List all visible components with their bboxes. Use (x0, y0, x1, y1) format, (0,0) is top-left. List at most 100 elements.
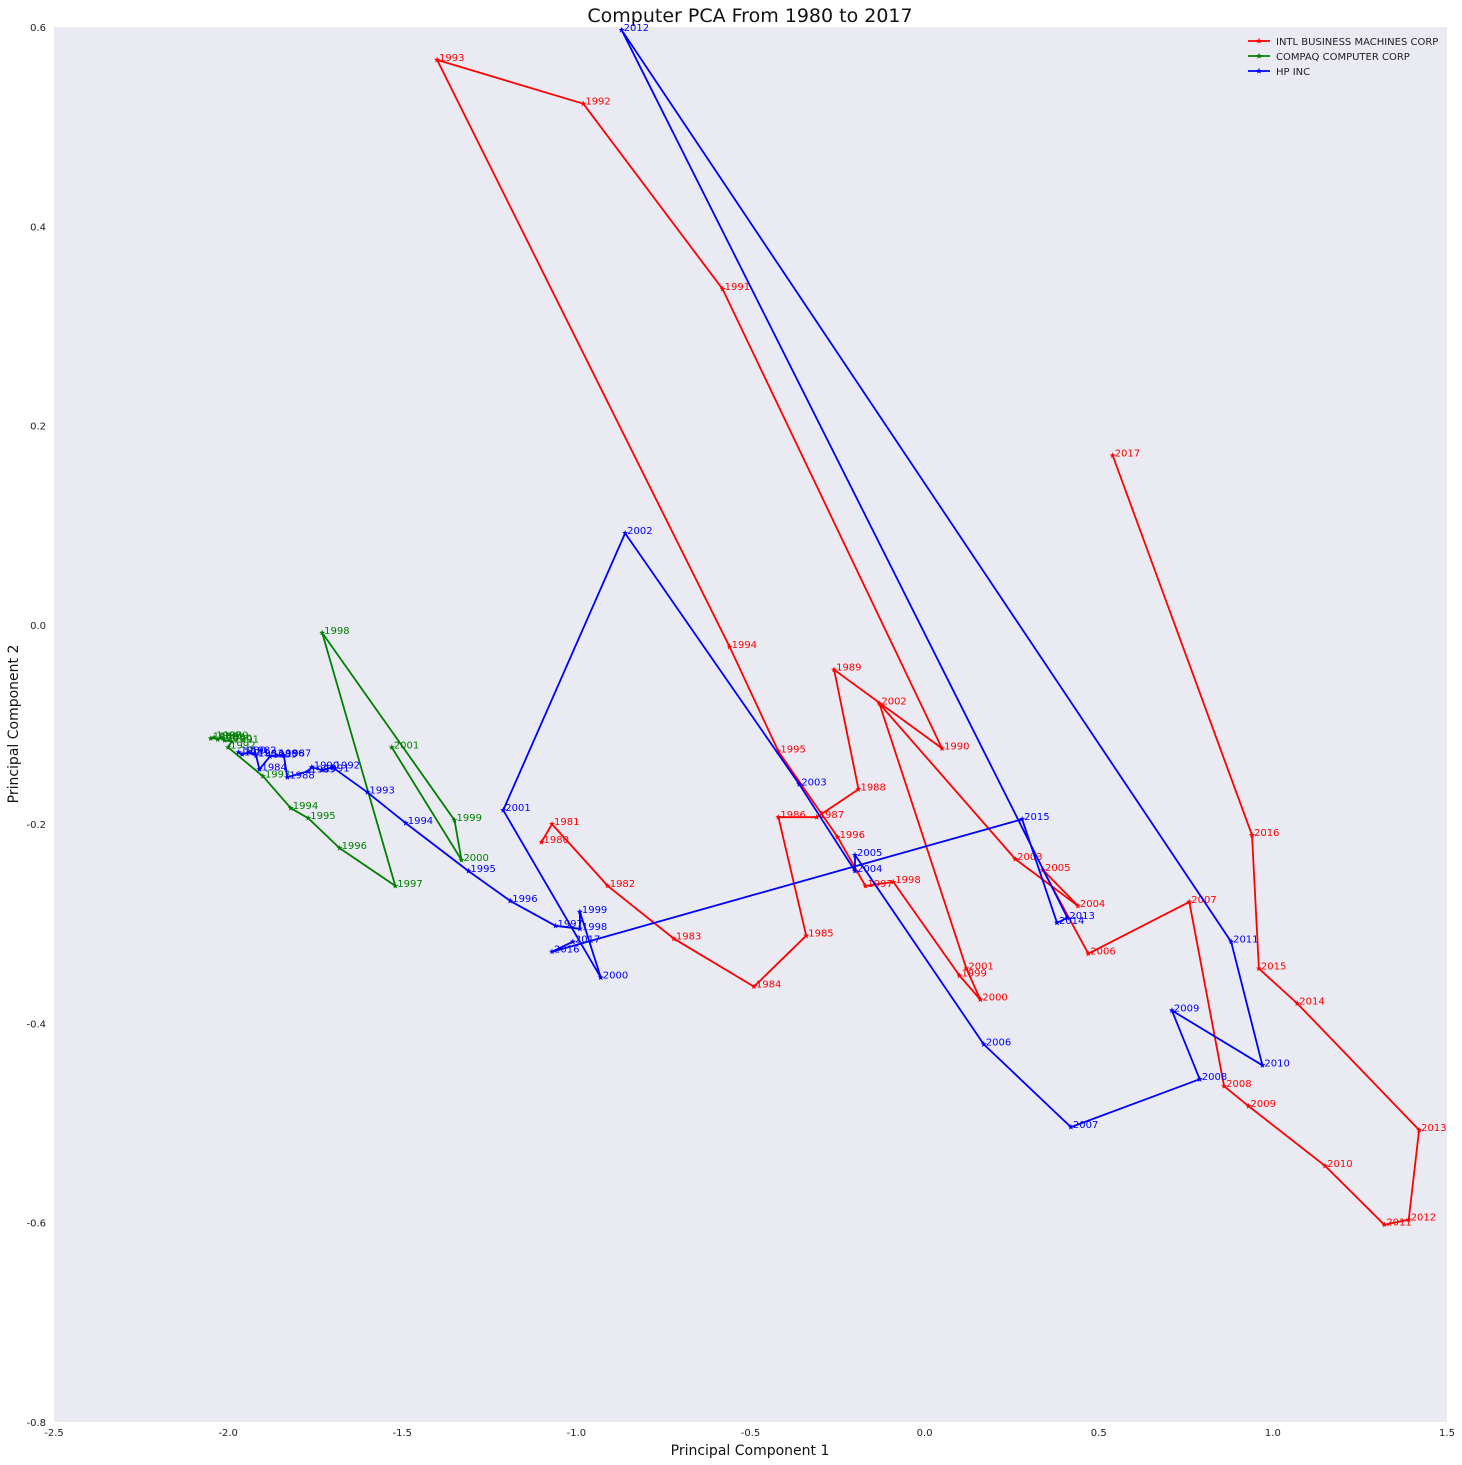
data-point-label: 1999 (961, 969, 986, 980)
data-point-label: 2014 (1299, 997, 1324, 1008)
y-tick-label: 0.4 (30, 222, 46, 233)
data-point-label: 1993 (369, 785, 394, 796)
data-point-label: 1996 (840, 830, 865, 841)
data-point-marker (364, 789, 371, 795)
x-tick-label: -1.5 (392, 1428, 412, 1439)
data-point-marker (284, 774, 291, 780)
data-point-marker (938, 745, 946, 751)
data-point-marker (239, 751, 246, 757)
legend-swatch-marker (1255, 52, 1263, 59)
data-point-marker (963, 965, 970, 972)
data-point-marker (548, 948, 556, 955)
data-point-label: 1990 (314, 760, 339, 771)
data-point-marker (225, 744, 232, 751)
data-point-label: 1990 (227, 733, 252, 744)
x-tick-label: 1.0 (1265, 1428, 1281, 1439)
data-point-marker (1168, 1007, 1175, 1014)
data-point-marker (336, 844, 343, 851)
data-point-label: 1991 (725, 282, 750, 293)
data-point-label: 1983 (676, 932, 701, 943)
data-point-label: 1994 (408, 816, 433, 827)
y-tick-label: -0.2 (26, 820, 46, 831)
data-point-marker (855, 786, 862, 792)
data-point-label: 2000 (982, 993, 1007, 1004)
data-point-label: 2016 (1254, 828, 1279, 839)
legend-entry: COMPAQ COMPUTER CORP (1276, 52, 1410, 63)
data-point-marker (256, 766, 263, 772)
x-tick-label: -2.0 (218, 1428, 238, 1439)
data-point-marker (308, 764, 315, 770)
data-point-label: 2006 (1090, 947, 1115, 958)
data-point-label: 1994 (293, 801, 318, 812)
data-point-marker (465, 867, 472, 874)
data-point-marker (604, 882, 611, 889)
data-point-label: 1993 (439, 53, 464, 64)
data-point-marker (876, 700, 883, 707)
data-point-label: 1996 (342, 841, 367, 852)
data-point-marker (214, 736, 221, 743)
data-point-marker (834, 833, 841, 840)
data-point-label: 2011 (1233, 935, 1258, 946)
data-point-label: 2007 (1073, 1120, 1098, 1131)
data-point-label: 2000 (463, 853, 488, 864)
data-point-label: 1992 (335, 760, 360, 771)
data-point-marker (235, 749, 242, 755)
data-point-label: 2003 (1017, 852, 1042, 863)
x-tick-label: -1.0 (567, 1428, 587, 1439)
data-point-label: 1988 (220, 732, 245, 743)
data-point-marker (1067, 1123, 1074, 1130)
legend-swatch-marker (1255, 67, 1263, 74)
data-point-marker (831, 666, 838, 673)
data-point-label: 2011 (1386, 1218, 1411, 1229)
x-axis-ticks: -2.5 -2.0 -1.5 -1.0 -0.5 0.0 0.5 1.0 1.5 (44, 1428, 1455, 1439)
data-point-label: 2013 (1069, 911, 1094, 922)
legend-box (1238, 30, 1444, 82)
data-point-marker (726, 643, 733, 650)
y-tick-label: 0.2 (30, 422, 46, 433)
data-point-label: 1984 (261, 762, 286, 773)
x-tick-label: -2.5 (44, 1428, 64, 1439)
data-point-marker (1064, 914, 1071, 921)
data-point-marker (980, 1041, 987, 1047)
legend: INTL BUSINESS MACHINES CORP COMPAQ COMPUT… (1238, 30, 1444, 82)
data-point-label: 1986 (279, 748, 304, 759)
data-point-label: 1994 (732, 640, 757, 651)
x-tick-label: 0.5 (1091, 1428, 1107, 1439)
data-point-marker (1405, 1216, 1412, 1223)
data-point-marker (803, 932, 810, 939)
data-point-marker (1019, 815, 1026, 822)
series-group: 1986198719881989199019911992199319941995… (207, 626, 489, 890)
series-group: 1980198119821983198419851986198719881989… (235, 23, 1290, 1131)
data-point-marker (813, 813, 820, 820)
data-point-label: 2012 (1411, 1213, 1436, 1224)
data-point-marker (319, 767, 326, 773)
data-point-marker (597, 974, 604, 981)
data-point-marker (851, 851, 859, 858)
x-tick-label: -0.5 (741, 1428, 761, 1439)
data-point-marker (750, 983, 758, 990)
data-point-label: 1987 (286, 748, 311, 759)
data-point-marker (280, 752, 287, 758)
data-point-label: 1996 (512, 894, 537, 905)
data-point-marker (266, 753, 273, 759)
data-point-marker (1109, 452, 1116, 459)
data-point-marker (977, 996, 984, 1003)
data-point-label: 2012 (624, 23, 649, 34)
data-point-label: 2004 (1080, 899, 1105, 910)
y-axis-ticks: 0.6 0.4 0.2 0.0 -0.2 -0.4 -0.6 -0.8 (26, 23, 46, 1429)
legend-swatch-marker (1255, 37, 1263, 44)
data-point-label: 1998 (582, 922, 607, 933)
data-point-marker (305, 814, 312, 821)
data-point-label: 1981 (244, 747, 269, 758)
data-point-label: 2001 (505, 803, 530, 814)
data-point-label: 1998 (324, 626, 349, 637)
data-point-marker (392, 882, 399, 889)
data-point-label: 1986 (213, 731, 238, 742)
data-point-label: 1980 (241, 745, 266, 756)
y-tick-label: -0.4 (26, 1019, 46, 1030)
x-tick-label: 0.0 (917, 1428, 933, 1439)
data-point-label: 1987 (216, 730, 241, 741)
data-point-marker (618, 26, 625, 33)
data-point-marker (451, 816, 458, 823)
